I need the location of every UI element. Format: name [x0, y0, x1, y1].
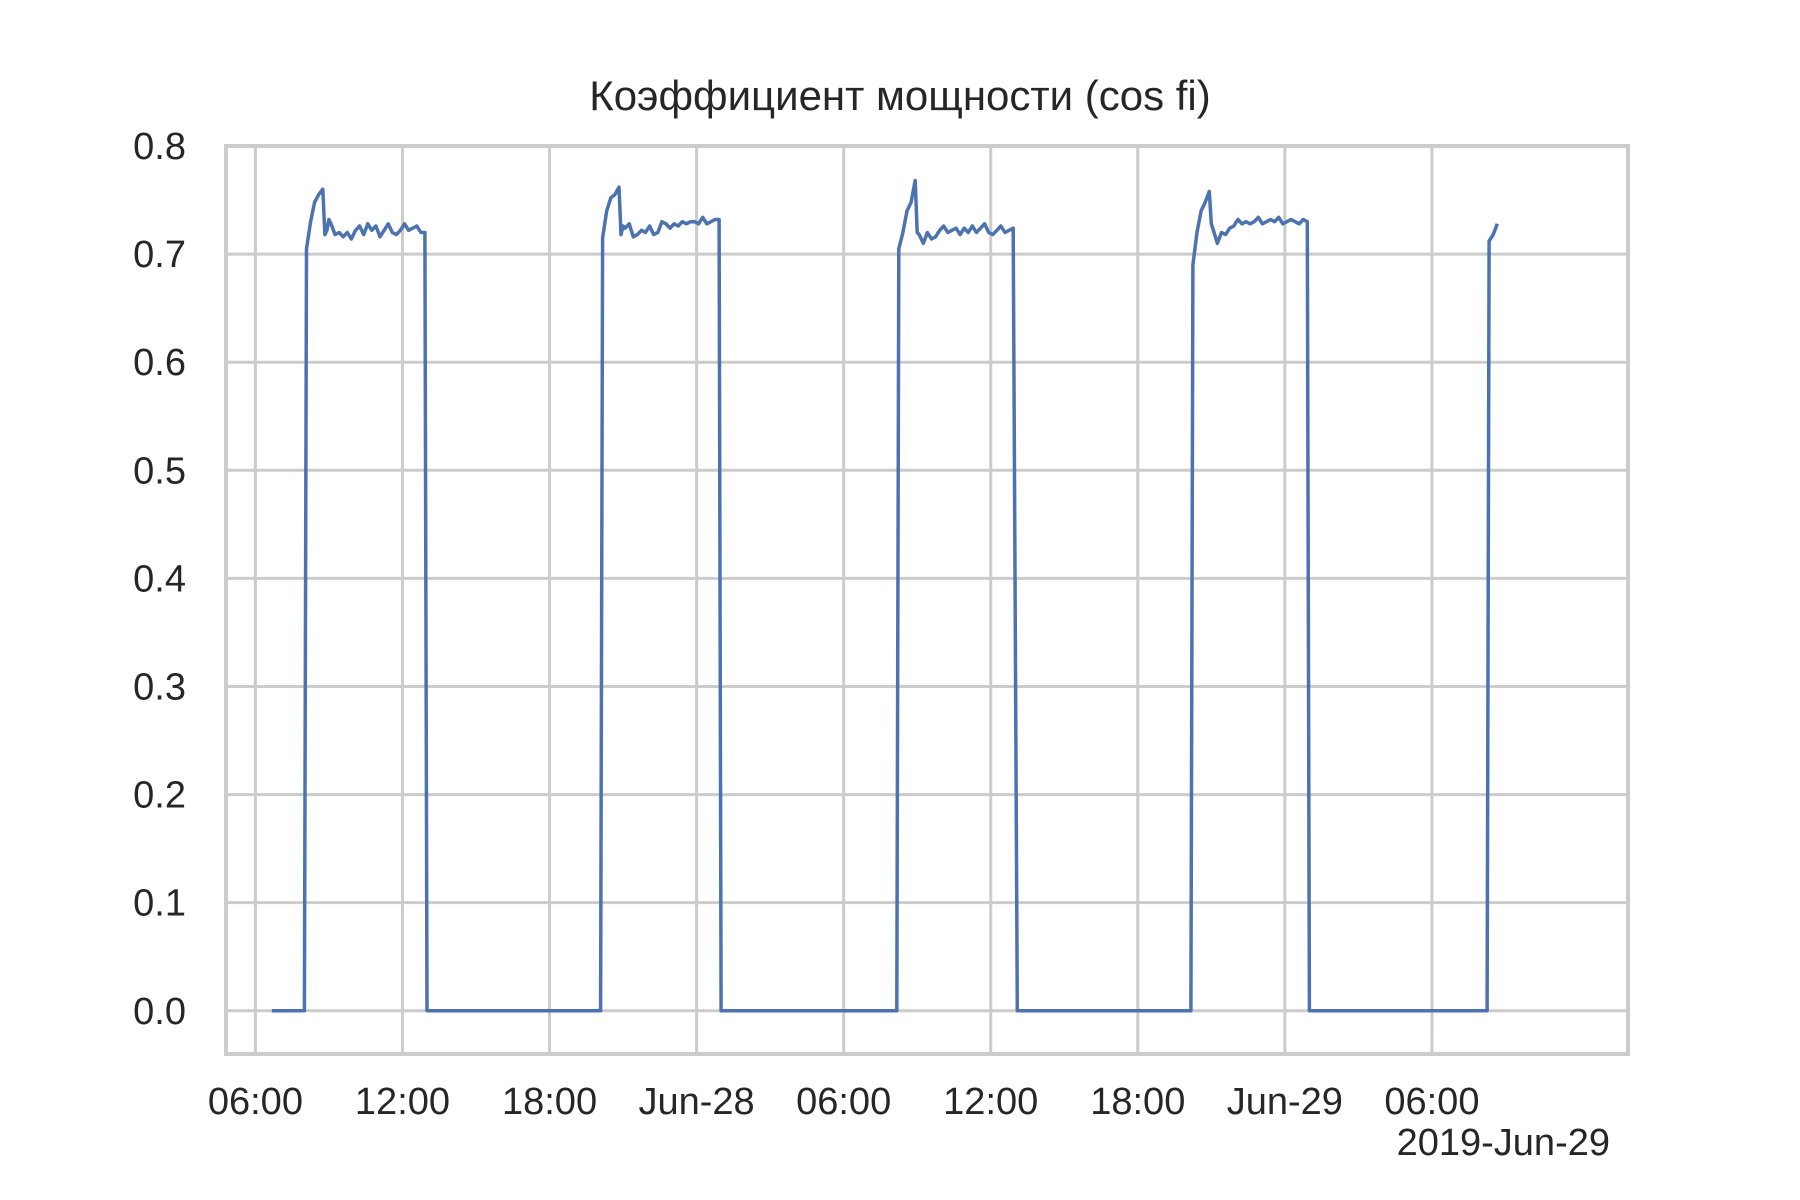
- chart-title: Коэффициент мощности (cos fi): [589, 72, 1211, 119]
- x-tick-label: 18:00: [1090, 1081, 1185, 1123]
- y-tick-label: 0.6: [133, 342, 186, 384]
- plot-frame: [224, 144, 1630, 1056]
- x-tick-label: Jun-28: [638, 1081, 754, 1123]
- y-tick-label: 0.3: [133, 666, 186, 708]
- y-tick-label: 0.1: [133, 883, 186, 925]
- y-tick-label: 0.0: [133, 991, 186, 1033]
- x-tick-label: 06:00: [1384, 1081, 1479, 1123]
- x-tick-label: 12:00: [355, 1081, 450, 1123]
- plot-background: [226, 146, 1628, 1054]
- x-tick-label: 12:00: [943, 1081, 1038, 1123]
- x-tick-label: 06:00: [796, 1081, 891, 1123]
- y-tick-label: 0.4: [133, 558, 186, 600]
- x-offset-label: 2019-Jun-29: [1396, 1122, 1610, 1164]
- y-tick-label: 0.7: [133, 234, 186, 276]
- x-tick-label: 06:00: [208, 1081, 303, 1123]
- y-tick-label: 0.8: [133, 126, 186, 168]
- y-tick-label: 0.2: [133, 775, 186, 817]
- y-tick-label: 0.5: [133, 450, 186, 492]
- x-tick-label: 18:00: [502, 1081, 597, 1123]
- x-tick-label: Jun-29: [1227, 1081, 1343, 1123]
- series-line: [271, 178, 1499, 1013]
